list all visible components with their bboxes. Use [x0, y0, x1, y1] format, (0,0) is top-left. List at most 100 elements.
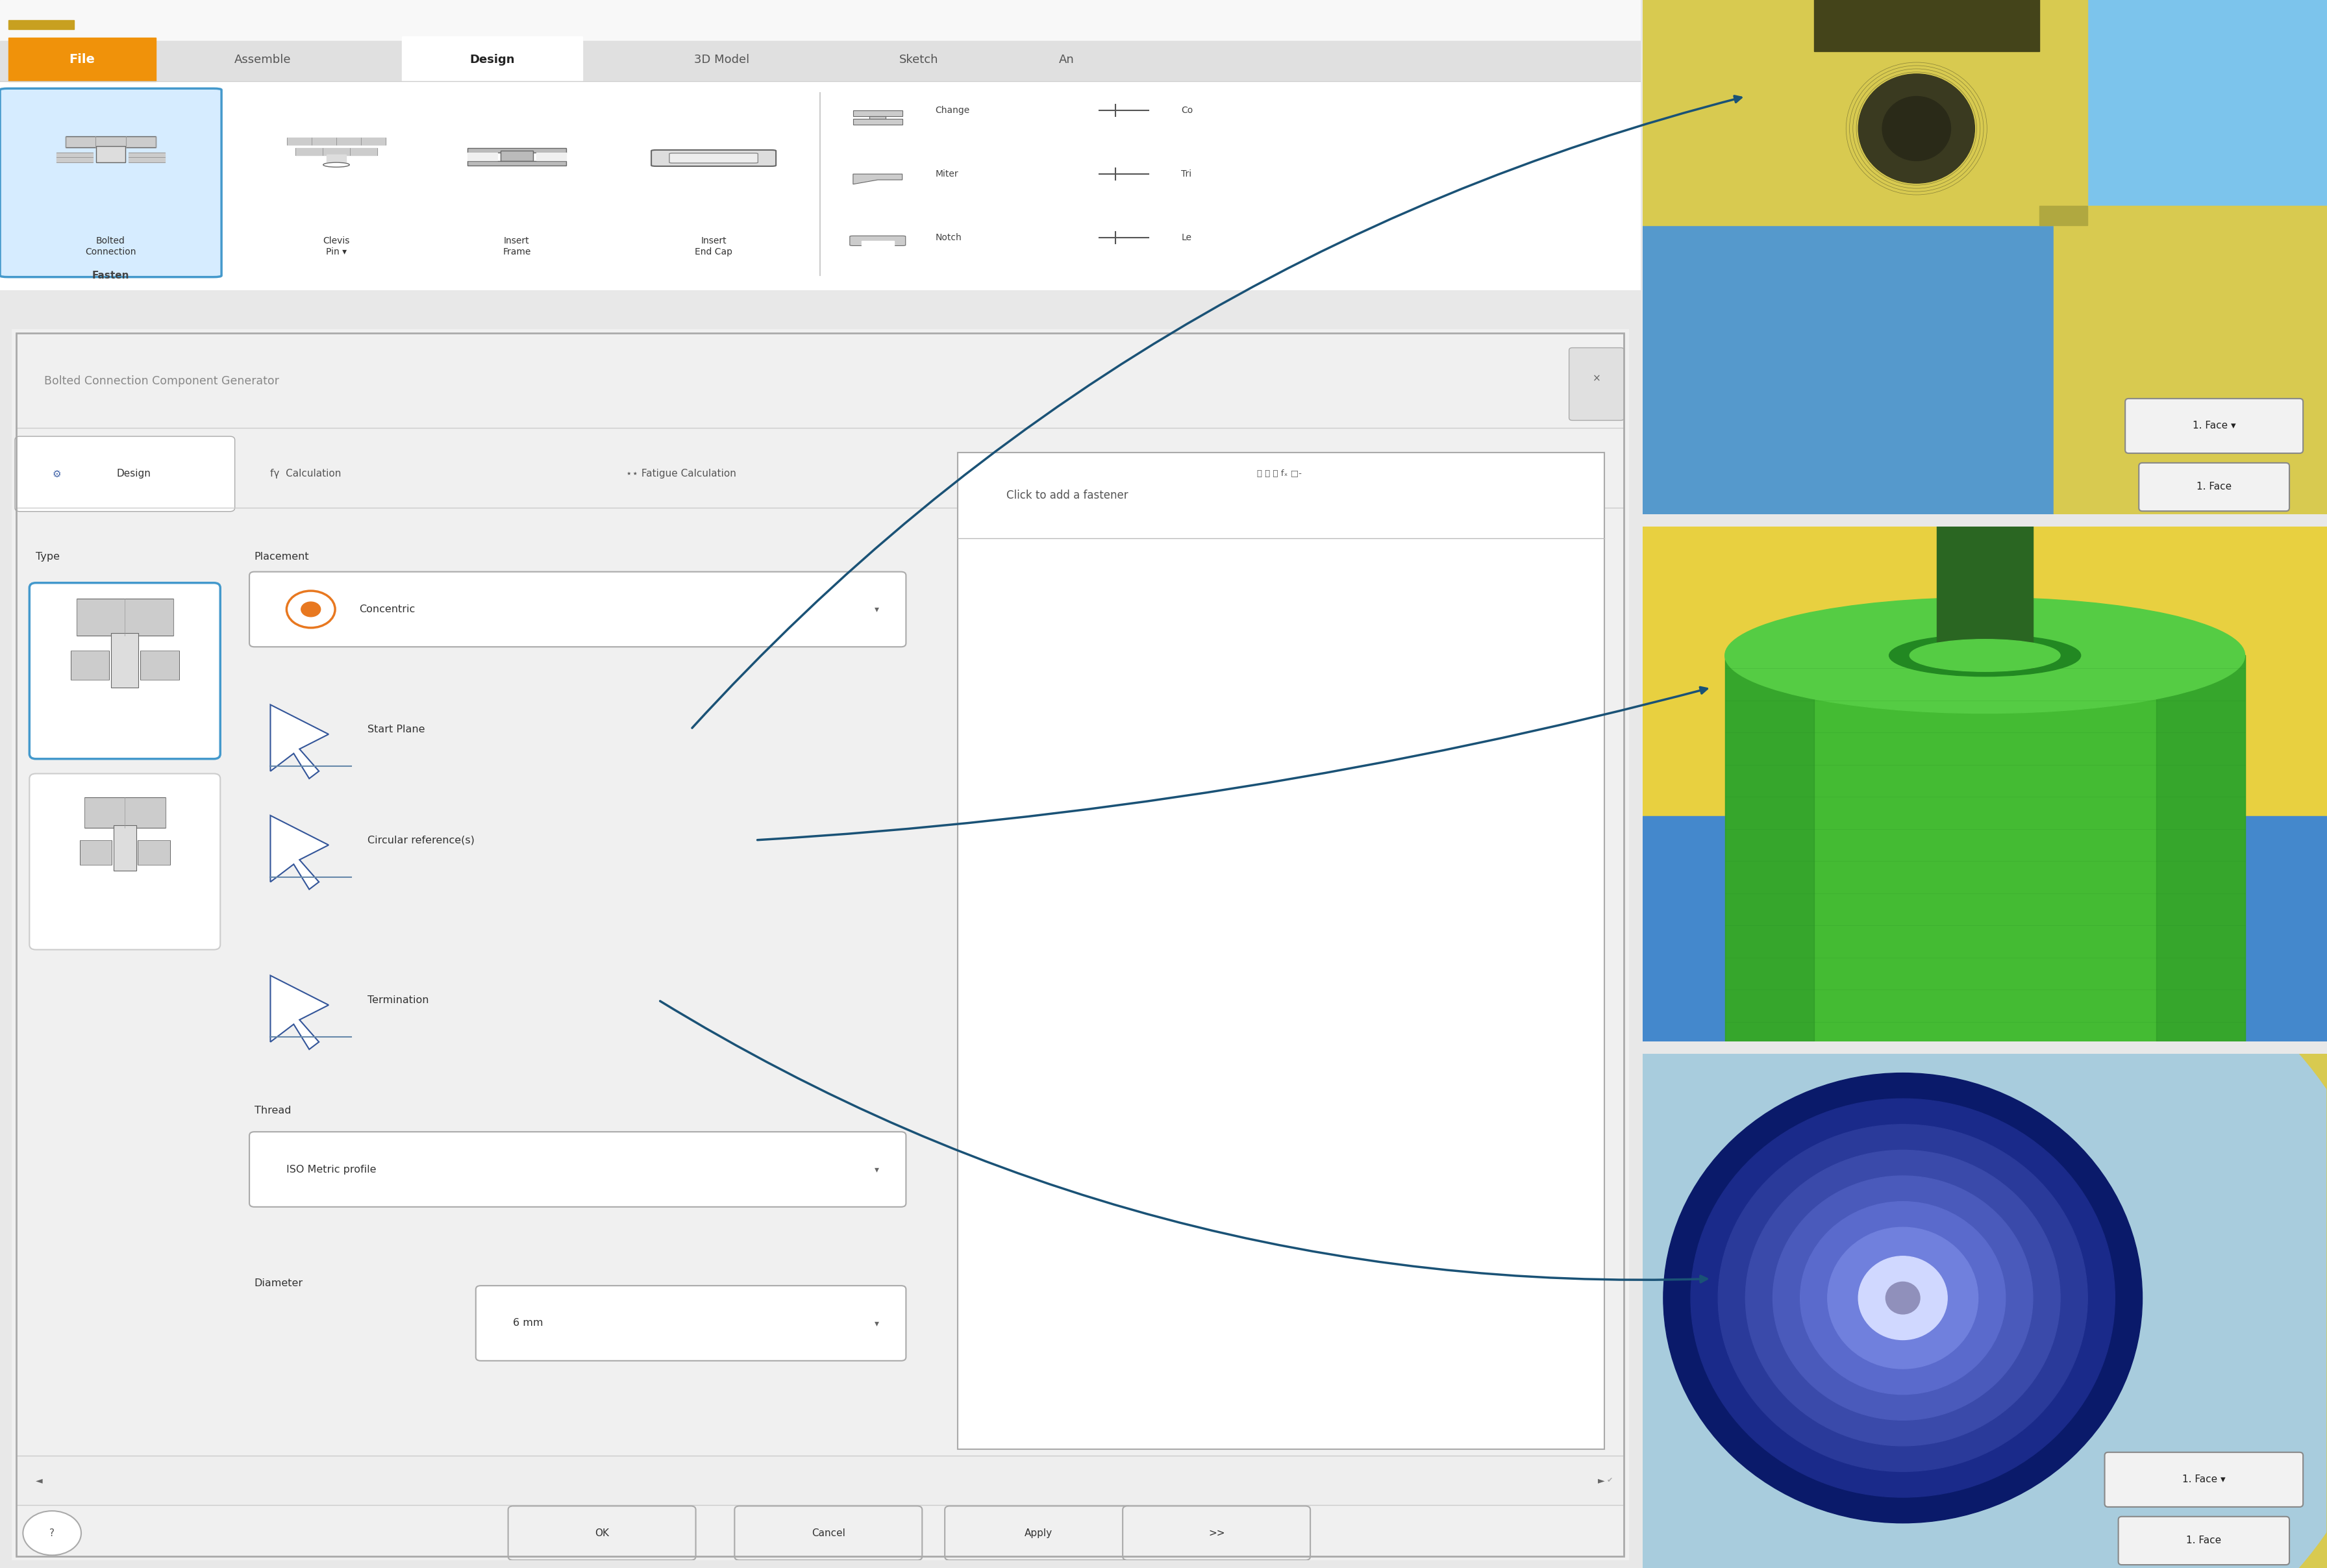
- FancyBboxPatch shape: [30, 583, 221, 759]
- Text: ✔: ✔: [1606, 1477, 1613, 1483]
- Text: 1. Face: 1. Face: [2197, 481, 2232, 491]
- Text: Insert
End Cap: Insert End Cap: [696, 237, 733, 257]
- Bar: [326, 154, 347, 165]
- Text: ◄: ◄: [35, 1475, 42, 1485]
- Bar: [112, 633, 137, 687]
- Text: 6 mm: 6 mm: [512, 1319, 542, 1328]
- FancyBboxPatch shape: [2139, 463, 2290, 511]
- Bar: [95, 146, 126, 162]
- Text: Placement: Placement: [254, 552, 309, 561]
- Circle shape: [1745, 1151, 2059, 1446]
- Text: ⋆⋆ Fatigue Calculation: ⋆⋆ Fatigue Calculation: [626, 469, 735, 478]
- Text: File: File: [70, 53, 95, 66]
- Circle shape: [1859, 74, 1976, 183]
- Bar: [114, 825, 137, 870]
- Text: Tri: Tri: [1182, 169, 1191, 179]
- Text: Circular reference(s): Circular reference(s): [368, 836, 475, 845]
- Text: 1. Face: 1. Face: [2187, 1535, 2222, 1544]
- FancyBboxPatch shape: [2125, 398, 2304, 453]
- FancyBboxPatch shape: [0, 88, 221, 278]
- Bar: [500, 151, 533, 162]
- FancyBboxPatch shape: [249, 572, 905, 648]
- Text: Click to add a fastener: Click to add a fastener: [1005, 489, 1129, 502]
- Ellipse shape: [1890, 635, 2080, 676]
- Text: Diameter: Diameter: [254, 1278, 303, 1287]
- Circle shape: [1827, 1228, 1978, 1369]
- Polygon shape: [270, 975, 328, 1049]
- Text: Co: Co: [1182, 105, 1194, 114]
- Text: Miter: Miter: [935, 169, 959, 179]
- Polygon shape: [270, 815, 328, 889]
- Circle shape: [1859, 1256, 1948, 1339]
- Circle shape: [300, 602, 321, 616]
- Text: Sketch: Sketch: [898, 53, 938, 66]
- FancyBboxPatch shape: [959, 452, 1606, 1449]
- Text: ISO Metric profile: ISO Metric profile: [286, 1165, 377, 1174]
- Text: Apply: Apply: [1024, 1529, 1052, 1538]
- Bar: [16, 336, 1624, 428]
- Text: Insert
Frame: Insert Frame: [503, 237, 531, 257]
- Text: Notch: Notch: [935, 234, 961, 243]
- Text: ⚙: ⚙: [51, 469, 61, 478]
- Text: Bolted
Connection: Bolted Connection: [86, 237, 137, 257]
- Polygon shape: [1815, 0, 2041, 52]
- Bar: [0, 41, 1641, 82]
- Text: Design: Design: [116, 469, 151, 478]
- Text: fγ  Calculation: fγ Calculation: [270, 469, 342, 478]
- Text: ▾: ▾: [875, 1319, 880, 1328]
- FancyBboxPatch shape: [849, 235, 905, 246]
- Polygon shape: [1724, 655, 2246, 1041]
- Text: Clevis
Pin ▾: Clevis Pin ▾: [323, 237, 349, 257]
- Bar: [140, 651, 179, 681]
- Bar: [77, 599, 175, 635]
- Text: ?: ?: [49, 1529, 54, 1538]
- Text: 📂 💾 📷 fₓ □-: 📂 💾 📷 fₓ □-: [1257, 470, 1301, 478]
- Bar: [70, 651, 109, 681]
- Bar: [538, 152, 565, 160]
- Circle shape: [23, 1512, 81, 1555]
- Text: 1. Face ▾: 1. Face ▾: [2192, 420, 2236, 431]
- Text: Thread: Thread: [254, 1105, 291, 1116]
- Bar: [137, 840, 170, 864]
- FancyBboxPatch shape: [249, 1132, 905, 1207]
- Text: Design: Design: [470, 53, 514, 66]
- Bar: [870, 116, 887, 121]
- Text: ►: ►: [1599, 1475, 1606, 1485]
- Bar: [468, 152, 498, 160]
- Polygon shape: [1724, 655, 1815, 1041]
- Bar: [95, 146, 126, 162]
- Bar: [79, 840, 112, 864]
- Bar: [0, 82, 1641, 290]
- Text: Bolted Connection Component Generator: Bolted Connection Component Generator: [44, 375, 279, 387]
- Bar: [468, 162, 565, 165]
- Text: Start Plane: Start Plane: [368, 724, 426, 734]
- Text: Assemble: Assemble: [235, 53, 291, 66]
- Bar: [56, 152, 93, 162]
- Circle shape: [1885, 1283, 1920, 1314]
- Bar: [1643, 817, 2327, 1041]
- Text: Cancel: Cancel: [812, 1529, 845, 1538]
- Text: Termination: Termination: [368, 996, 428, 1005]
- Text: 1. Face ▾: 1. Face ▾: [2183, 1474, 2225, 1485]
- FancyBboxPatch shape: [2104, 1452, 2304, 1507]
- Polygon shape: [1643, 226, 2087, 514]
- Bar: [1936, 508, 2034, 668]
- Circle shape: [1717, 1124, 2087, 1471]
- Bar: [9, 20, 74, 28]
- FancyBboxPatch shape: [507, 1505, 696, 1560]
- Ellipse shape: [1724, 597, 2246, 713]
- Text: ▾: ▾: [875, 605, 880, 613]
- Polygon shape: [854, 174, 903, 183]
- Polygon shape: [270, 704, 328, 779]
- Ellipse shape: [1936, 497, 2034, 519]
- Bar: [403, 36, 582, 83]
- Text: OK: OK: [596, 1529, 610, 1538]
- Text: ▾: ▾: [875, 1165, 880, 1174]
- FancyBboxPatch shape: [1568, 348, 1624, 420]
- Bar: [296, 147, 377, 155]
- Text: Type: Type: [35, 552, 61, 561]
- Bar: [1643, 527, 2327, 817]
- Bar: [861, 241, 894, 245]
- Text: Le: Le: [1182, 234, 1191, 243]
- Text: Concentric: Concentric: [358, 604, 414, 615]
